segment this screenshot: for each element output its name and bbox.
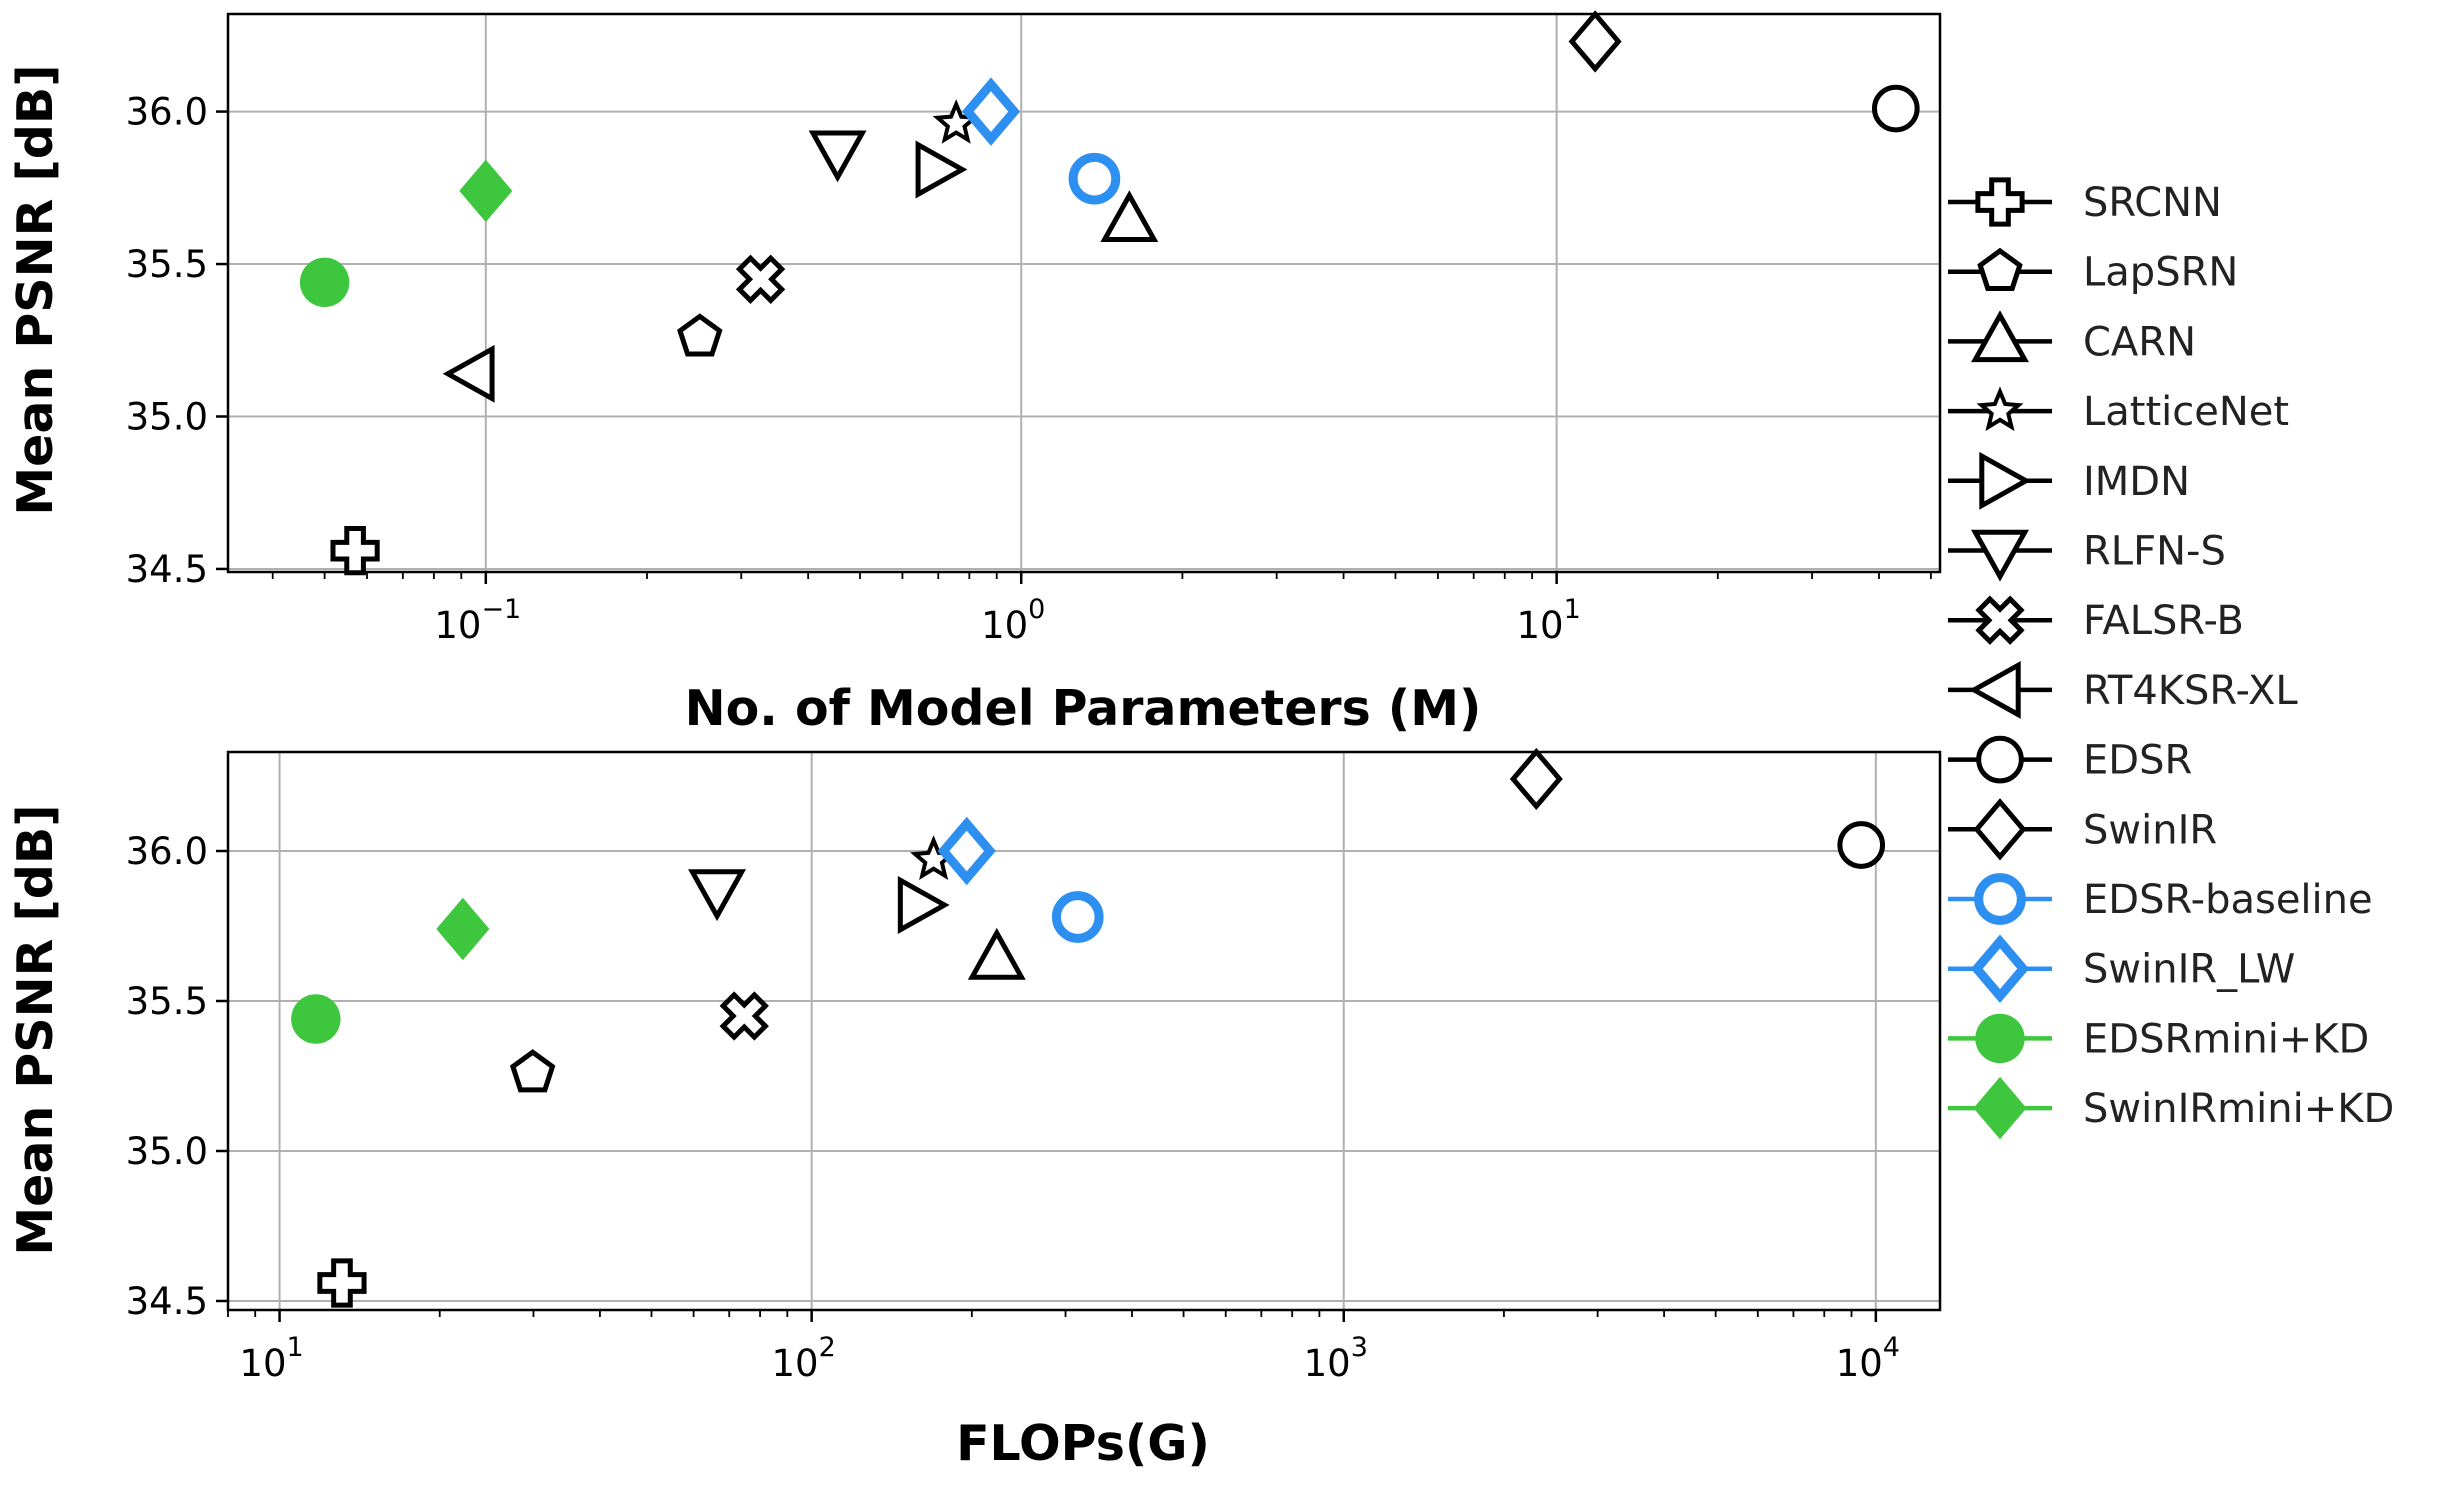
legend-marker (1970, 934, 2030, 1003)
legend-item-carn: CARN (1948, 310, 2196, 365)
data-point-swinir-lw (937, 816, 996, 886)
legend-label: CARN (2083, 319, 2196, 365)
x-axis-label: FLOPs(G) (956, 1415, 1210, 1472)
legend-label: SwinIR (2083, 807, 2217, 853)
data-point-edsrmini-kd (291, 994, 341, 1044)
legend-item-falsr-b: FALSR-B (1948, 595, 2244, 645)
data-point-swinir-lw (961, 77, 1021, 146)
legend-marker (1971, 310, 2029, 363)
legend-marker (1977, 247, 2023, 292)
data-point-lapsrn (509, 1049, 556, 1093)
data-point-swinirmini-kd (436, 897, 490, 961)
y-tick-label: 34.5 (126, 1280, 208, 1323)
x-tick-label: 103 (1304, 1332, 1368, 1385)
x-tick-label: 100 (981, 594, 1045, 647)
x-axis-label: No. of Model Parameters (M) (685, 680, 1482, 737)
legend-marker (1975, 595, 2025, 645)
legend-marker (1971, 529, 2029, 582)
legend-item-srcnn: SRCNN (1948, 177, 2222, 227)
data-point-edsr-baseline (1051, 891, 1104, 943)
legend-label: EDSRmini+KD (2083, 1016, 2369, 1062)
legend-item-rt4ksr-xl: RT4KSR-XL (1948, 660, 2298, 719)
legend-marker (1976, 386, 2024, 432)
legend-item-edsr-baseline: EDSR-baseline (1948, 873, 2373, 925)
data-point-rlfn-s (808, 130, 867, 183)
y-tick-label: 35.0 (126, 395, 208, 438)
data-point-falsr-b (735, 254, 786, 304)
flops-vs-psnr-plot: 101 102 103 104 34.5 35.0 35.5 36.0 FLOPs(G) Me… (7, 747, 1942, 1472)
legend-label: EDSR (2083, 738, 2192, 784)
legend-label: LapSRN (2083, 250, 2238, 296)
legend-item-swinir-lw: SwinIR_LW (1948, 934, 2295, 1003)
legend-label: RT4KSR-XL (2083, 668, 2298, 714)
y-tick-label: 35.5 (126, 243, 208, 286)
y-axis-label: Mean PSNR [dB] (7, 64, 64, 515)
data-point-rlfn-s (688, 869, 746, 922)
legend-item-rlfn-s: RLFN-S (1948, 529, 2226, 582)
y-tick-label: 36.0 (126, 91, 208, 134)
legend-item-edsr: EDSR (1948, 735, 2192, 784)
legend-label: IMDN (2083, 459, 2190, 505)
data-point-rt4ksr-xl (442, 344, 495, 403)
x-tick-label: 10−1 (434, 594, 521, 647)
data-point-lapsrn (677, 313, 723, 357)
legend-label: LatticeNet (2083, 389, 2289, 435)
legend-label: RLFN-S (2083, 529, 2226, 575)
legend-marker (1968, 660, 2021, 719)
legend-marker (1975, 1013, 2025, 1064)
data-point-carn (1100, 190, 1159, 243)
y-tick-label: 35.5 (126, 980, 208, 1023)
data-point-imdn (897, 876, 950, 934)
legend-marker (1974, 873, 2026, 925)
x-tick-label: 101 (1516, 594, 1580, 647)
data-point-srcnn (317, 1258, 367, 1308)
legend-marker (1975, 177, 2025, 227)
data-point-edsr-baseline (1068, 152, 1121, 205)
data-point-swinirmini-kd (459, 159, 513, 223)
legend-item-swinir: SwinIR (1948, 798, 2217, 861)
legend-item-imdn: IMDN (1948, 451, 2190, 510)
legend-item-edsrmini-kd: EDSRmini+KD (1948, 1013, 2369, 1064)
legend-item-lapsrn: LapSRN (1948, 247, 2238, 296)
legend-marker (1979, 451, 2032, 510)
legend-label: FALSR-B (2083, 598, 2244, 644)
legend: SRCNN LapSRN CARN LatticeNet IMDN RLFN-S FALSR… (1948, 177, 2394, 1140)
y-tick-label: 36.0 (126, 830, 208, 873)
data-point-swinir (1509, 747, 1563, 811)
x-tick-label: 104 (1836, 1332, 1900, 1385)
legend-label: EDSR-baseline (2083, 877, 2373, 923)
data-point-edsr (1837, 821, 1886, 869)
data-point-imdn (915, 140, 968, 199)
data-point-swinir (1568, 10, 1622, 73)
y-axis-label: Mean PSNR [dB] (7, 804, 64, 1255)
legend-label: SwinIR_LW (2083, 947, 2295, 993)
x-tick-label: 102 (772, 1332, 836, 1385)
legend-marker (1973, 1076, 2027, 1140)
legend-item-latticenet: LatticeNet (1948, 386, 2289, 435)
data-point-carn (967, 927, 1026, 980)
y-tick-label: 35.0 (126, 1130, 208, 1173)
legend-label: SwinIRmini+KD (2083, 1086, 2394, 1132)
data-point-falsr-b (719, 991, 769, 1041)
y-tick-label: 34.5 (126, 548, 208, 591)
legend-marker (1976, 735, 2024, 784)
data-point-edsr (1871, 84, 1920, 133)
x-tick-label: 101 (239, 1332, 303, 1385)
params-vs-psnr-plot: 10−1 100 101 34.5 35.0 35.5 36.0 No. of Model … (7, 10, 1942, 737)
legend-marker (1973, 798, 2027, 861)
legend-item-swinirmini-kd: SwinIRmini+KD (1948, 1076, 2394, 1140)
legend-label: SRCNN (2083, 180, 2222, 226)
data-point-edsrmini-kd (299, 257, 350, 308)
